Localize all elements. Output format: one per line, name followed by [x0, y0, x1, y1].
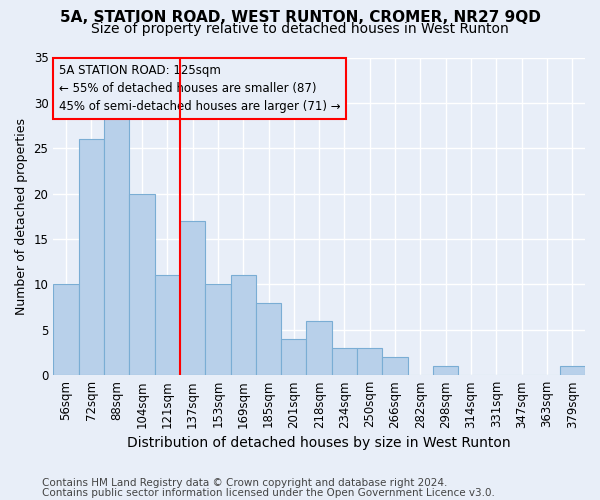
Bar	[53, 284, 79, 375]
Text: 5A, STATION ROAD, WEST RUNTON, CROMER, NR27 9QD: 5A, STATION ROAD, WEST RUNTON, CROMER, N…	[59, 10, 541, 25]
Bar	[433, 366, 458, 375]
Bar	[155, 276, 180, 375]
X-axis label: Distribution of detached houses by size in West Runton: Distribution of detached houses by size …	[127, 436, 511, 450]
Bar	[307, 320, 332, 375]
Bar	[180, 221, 205, 375]
Bar	[357, 348, 382, 375]
Text: Contains public sector information licensed under the Open Government Licence v3: Contains public sector information licen…	[42, 488, 495, 498]
Bar	[104, 112, 129, 375]
Bar	[256, 302, 281, 375]
Text: Size of property relative to detached houses in West Runton: Size of property relative to detached ho…	[91, 22, 509, 36]
Bar	[382, 357, 408, 375]
Bar	[560, 366, 585, 375]
Y-axis label: Number of detached properties: Number of detached properties	[15, 118, 28, 315]
Bar	[79, 139, 104, 375]
Text: 5A STATION ROAD: 125sqm
← 55% of detached houses are smaller (87)
45% of semi-de: 5A STATION ROAD: 125sqm ← 55% of detache…	[59, 64, 340, 113]
Text: Contains HM Land Registry data © Crown copyright and database right 2024.: Contains HM Land Registry data © Crown c…	[42, 478, 448, 488]
Bar	[332, 348, 357, 375]
Bar	[281, 339, 307, 375]
Bar	[230, 276, 256, 375]
Bar	[205, 284, 230, 375]
Bar	[129, 194, 155, 375]
